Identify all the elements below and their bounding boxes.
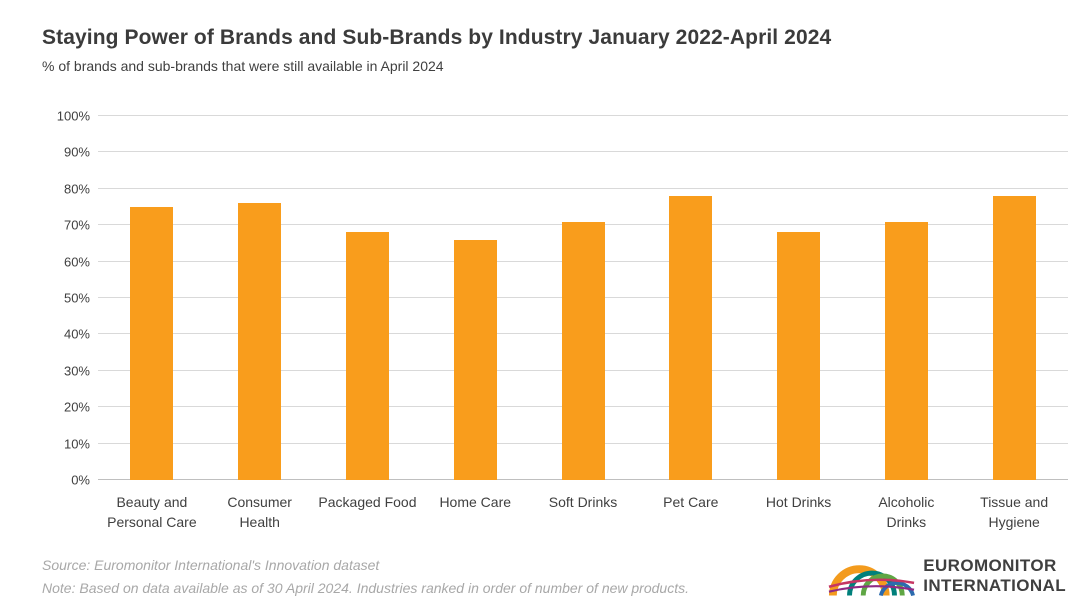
- bar-alcoholic-drinks: [884, 221, 928, 480]
- x-axis-label: Alcoholic Drinks: [878, 494, 935, 531]
- logo-text-line1: EUROMONITOR: [923, 555, 1057, 575]
- y-tick-label-80: 80%: [63, 181, 90, 197]
- y-tick-label-0: 0%: [71, 472, 90, 488]
- y-tick-label-20: 20%: [63, 399, 90, 415]
- y-axis: 0% 10% 20% 30% 40% 50% 60% 70% 80% 90% 100%: [38, 109, 90, 488]
- y-tick-label-10: 10%: [63, 436, 90, 452]
- gridline-90: [98, 151, 1068, 153]
- page-subtitle: % of brands and sub-brands that were sti…: [42, 58, 444, 74]
- y-tick-label-40: 40%: [63, 326, 90, 342]
- bar-pet-care: [669, 196, 713, 480]
- logo-text-line2: INTERNATIONAL: [923, 576, 1066, 595]
- bar-packaged-food: [345, 232, 389, 480]
- bar-home-care: [453, 239, 497, 480]
- euromonitor-arches-icon: [828, 565, 916, 597]
- bar-tissue-and-hygiene: [992, 196, 1036, 480]
- bar-beauty-and-personal-care: [130, 207, 174, 480]
- logo-wordmark: EUROMONITOR INTERNATIONAL: [923, 556, 1066, 596]
- page-title: Staying Power of Brands and Sub-Brands b…: [42, 26, 832, 49]
- gridline-100: [98, 115, 1068, 116]
- bar-cell: [852, 116, 960, 480]
- y-tick-label-100: 100%: [56, 108, 90, 124]
- x-axis: Beauty and Personal Care Consumer Health Pac…: [98, 492, 1068, 533]
- footer-source: Source: Euromonitor International's Inno…: [42, 557, 380, 573]
- x-axis-label: Home Care: [439, 494, 512, 510]
- bar-cell: [960, 116, 1068, 480]
- x-axis-label: Beauty and Personal Care: [107, 494, 197, 531]
- gridline-80: [98, 187, 1068, 189]
- bar-cell: [206, 116, 314, 480]
- x-axis-label: Tissue and Hygiene: [980, 494, 1049, 531]
- bar-cell: [314, 116, 422, 480]
- bar-consumer-health: [238, 203, 282, 480]
- y-tick-label-90: 90%: [63, 144, 90, 160]
- x-axis-label: Hot Drinks: [765, 494, 832, 510]
- euromonitor-logo: EUROMONITOR INTERNATIONAL: [828, 553, 1066, 599]
- bar-cell: [637, 116, 745, 480]
- x-axis-label: Consumer Health: [227, 494, 292, 531]
- chart-footnotes: Source: Euromonitor International's Inno…: [42, 554, 689, 599]
- x-axis-label: Pet Care: [663, 494, 719, 510]
- chart-plot-area: [98, 115, 1068, 480]
- x-axis-label: Soft Drinks: [548, 494, 618, 510]
- y-tick-label-30: 30%: [63, 363, 90, 379]
- bar-cell: [745, 116, 853, 480]
- y-tick-label-50: 50%: [63, 290, 90, 306]
- bar-cell: [421, 116, 529, 480]
- bar-cell: [98, 116, 206, 480]
- bar-hot-drinks: [777, 232, 821, 480]
- y-tick-label-60: 60%: [63, 254, 90, 270]
- bars-container: [98, 116, 1068, 480]
- bar-soft-drinks: [561, 221, 605, 480]
- y-tick-label-70: 70%: [63, 217, 90, 233]
- footer-note: Note: Based on data available as of 30 A…: [42, 579, 689, 596]
- x-axis-label: Packaged Food: [318, 494, 417, 510]
- bar-cell: [529, 116, 637, 480]
